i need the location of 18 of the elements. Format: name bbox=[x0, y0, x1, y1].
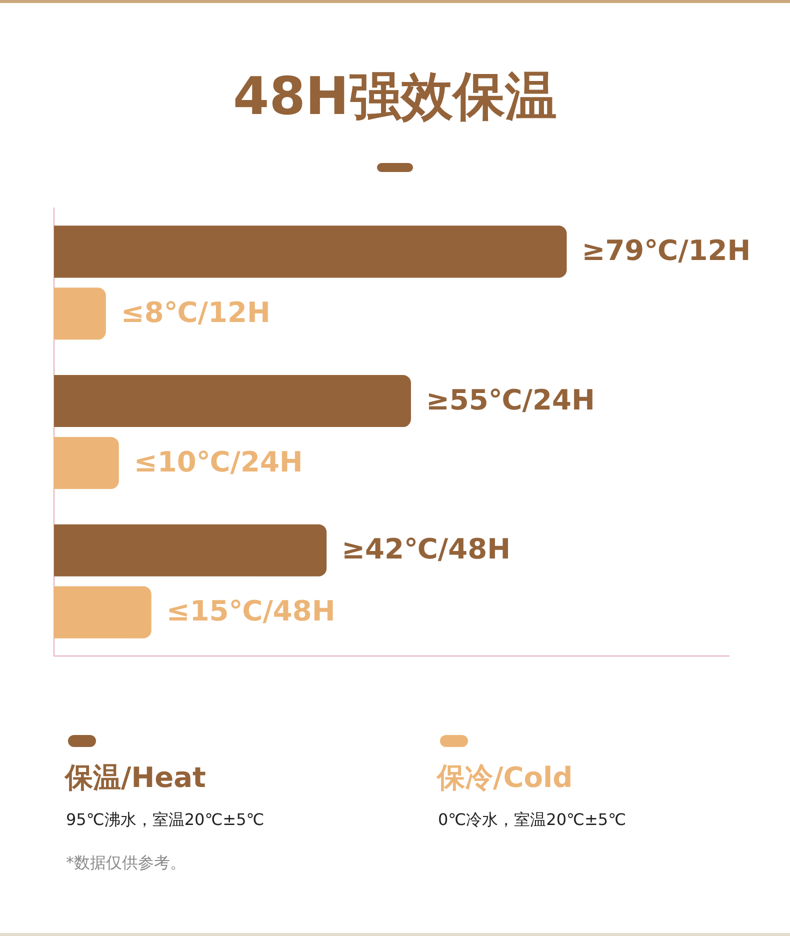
chart-title: 48H强效保温 bbox=[232, 66, 558, 129]
data-label: ≥79℃/12H bbox=[582, 234, 751, 267]
legend-label: 保温/Heat bbox=[65, 760, 206, 796]
legend-label: 保冷/Cold bbox=[437, 760, 573, 796]
bar bbox=[54, 226, 567, 278]
text: 95℃沸水，室温20℃±5℃ bbox=[66, 809, 264, 831]
text: *数据仅供参考。 bbox=[66, 852, 186, 874]
data-label: ≤8℃/12H bbox=[120, 296, 270, 329]
data-label: ≤15℃/48H bbox=[166, 594, 336, 628]
data-label: ≥55℃/24H bbox=[426, 383, 595, 416]
text: 0℃冷水，室温20℃±5℃ bbox=[438, 809, 626, 831]
bar bbox=[54, 288, 106, 340]
bar bbox=[54, 586, 152, 638]
data-label: ≤10℃/24H bbox=[134, 445, 303, 478]
data-label: ≥42℃/48H bbox=[342, 532, 511, 566]
bar bbox=[54, 436, 119, 490]
bar bbox=[54, 524, 327, 576]
bar bbox=[54, 374, 411, 428]
